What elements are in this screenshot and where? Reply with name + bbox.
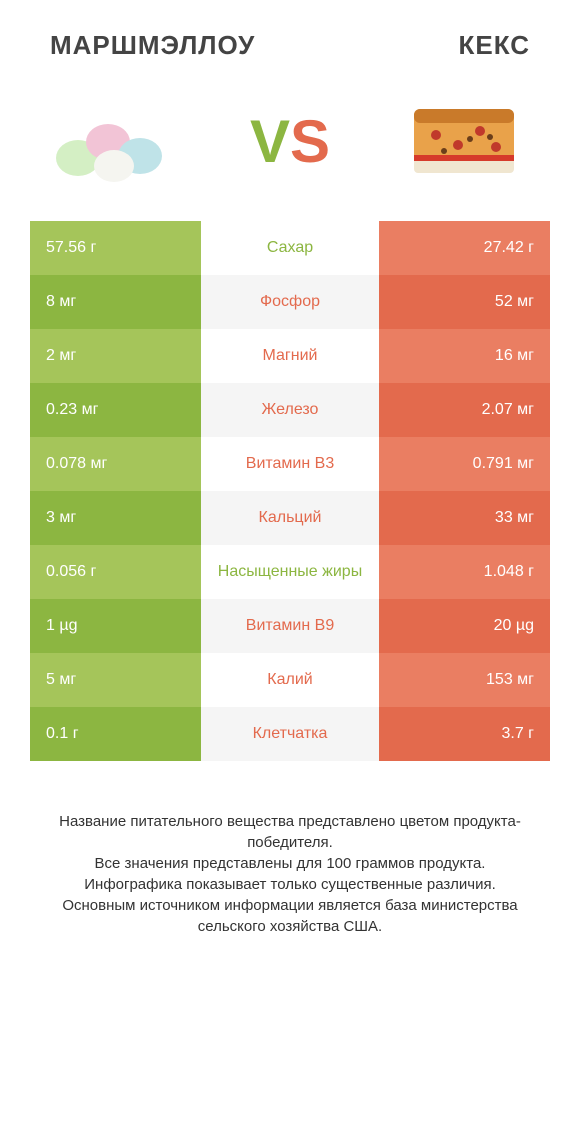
table-row: 5 мгКалий153 мг bbox=[30, 653, 550, 707]
nutrient-label: Клетчатка bbox=[201, 707, 380, 761]
right-value: 33 мг bbox=[379, 491, 550, 545]
right-value: 27.42 г bbox=[379, 221, 550, 275]
right-product-title: КЕКС bbox=[458, 30, 530, 61]
footnote-line: Основным источником информации является … bbox=[36, 895, 544, 937]
nutrient-label: Калий bbox=[201, 653, 380, 707]
vs-row: VS bbox=[30, 81, 550, 221]
nutrient-label: Железо bbox=[201, 383, 380, 437]
right-value: 153 мг bbox=[379, 653, 550, 707]
infographic-container: МАРШМЭЛЛОУ КЕКС VS bbox=[0, 0, 580, 1144]
nutrient-label: Насыщенные жиры bbox=[201, 545, 380, 599]
table-row: 1 µgВитамин B920 µg bbox=[30, 599, 550, 653]
footnote: Название питательного вещества представл… bbox=[30, 811, 550, 937]
nutrient-label: Сахар bbox=[201, 221, 380, 275]
nutrient-label: Фосфор bbox=[201, 275, 380, 329]
left-value: 0.056 г bbox=[30, 545, 201, 599]
table-row: 0.1 гКлетчатка3.7 г bbox=[30, 707, 550, 761]
header: МАРШМЭЛЛОУ КЕКС bbox=[30, 20, 550, 81]
left-value: 2 мг bbox=[30, 329, 201, 383]
table-row: 0.056 гНасыщенные жиры1.048 г bbox=[30, 545, 550, 599]
vs-label: VS bbox=[250, 107, 330, 176]
left-product-title: МАРШМЭЛЛОУ bbox=[50, 30, 255, 61]
fruitcake-image bbox=[400, 91, 530, 191]
nutrient-label: Витамин B3 bbox=[201, 437, 380, 491]
vs-s: S bbox=[290, 107, 330, 176]
left-value: 0.23 мг bbox=[30, 383, 201, 437]
footnote-line: Все значения представлены для 100 граммо… bbox=[36, 853, 544, 874]
left-value: 5 мг bbox=[30, 653, 201, 707]
left-value: 3 мг bbox=[30, 491, 201, 545]
right-value: 0.791 мг bbox=[379, 437, 550, 491]
marshmallow-image bbox=[50, 91, 180, 191]
right-value: 52 мг bbox=[379, 275, 550, 329]
right-value: 2.07 мг bbox=[379, 383, 550, 437]
footnote-line: Название питательного вещества представл… bbox=[36, 811, 544, 853]
nutrient-label: Кальций bbox=[201, 491, 380, 545]
table-row: 8 мгФосфор52 мг bbox=[30, 275, 550, 329]
left-value: 0.078 мг bbox=[30, 437, 201, 491]
nutrient-label: Магний bbox=[201, 329, 380, 383]
left-value: 0.1 г bbox=[30, 707, 201, 761]
table-row: 0.23 мгЖелезо2.07 мг bbox=[30, 383, 550, 437]
left-value: 1 µg bbox=[30, 599, 201, 653]
right-value: 16 мг bbox=[379, 329, 550, 383]
nutrient-label: Витамин B9 bbox=[201, 599, 380, 653]
left-value: 57.56 г bbox=[30, 221, 201, 275]
vs-v: V bbox=[250, 107, 290, 176]
footnote-line: Инфографика показывает только существенн… bbox=[36, 874, 544, 895]
table-row: 2 мгМагний16 мг bbox=[30, 329, 550, 383]
right-value: 20 µg bbox=[379, 599, 550, 653]
table-row: 3 мгКальций33 мг bbox=[30, 491, 550, 545]
right-value: 3.7 г bbox=[379, 707, 550, 761]
left-value: 8 мг bbox=[30, 275, 201, 329]
table-row: 0.078 мгВитамин B30.791 мг bbox=[30, 437, 550, 491]
comparison-table: 57.56 гСахар27.42 г8 мгФосфор52 мг2 мгМа… bbox=[30, 221, 550, 761]
right-value: 1.048 г bbox=[379, 545, 550, 599]
table-row: 57.56 гСахар27.42 г bbox=[30, 221, 550, 275]
